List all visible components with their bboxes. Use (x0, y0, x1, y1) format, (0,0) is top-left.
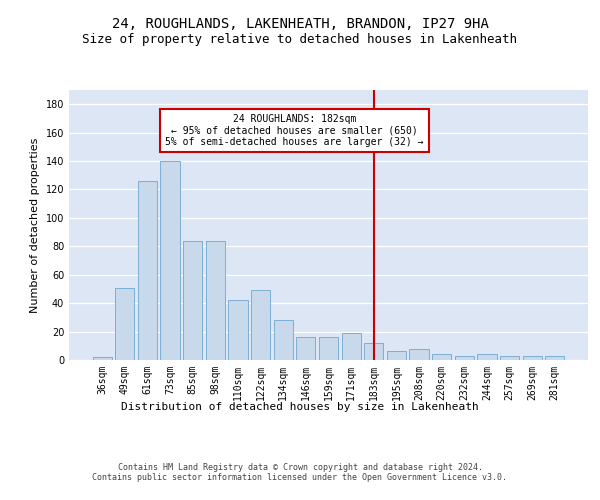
Bar (341, 333, 361, 360)
Bar (432, 354, 451, 360)
Bar (455, 356, 474, 360)
Y-axis label: Number of detached properties: Number of detached properties (30, 138, 40, 312)
Bar (477, 354, 497, 360)
Text: 24 ROUGHLANDS: 182sqm
← 95% of detached houses are smaller (650)
5% of semi-deta: 24 ROUGHLANDS: 182sqm ← 95% of detached … (166, 114, 424, 148)
Bar (545, 356, 565, 360)
Bar (92, 357, 112, 360)
Bar (229, 300, 248, 360)
Bar (274, 320, 293, 360)
Bar (523, 356, 542, 360)
Bar (364, 343, 383, 360)
Bar (387, 352, 406, 360)
Bar (500, 356, 519, 360)
Bar (183, 240, 202, 360)
Bar (160, 161, 180, 360)
Bar (319, 338, 338, 360)
Text: 24, ROUGHLANDS, LAKENHEATH, BRANDON, IP27 9HA: 24, ROUGHLANDS, LAKENHEATH, BRANDON, IP2… (112, 18, 488, 32)
Bar (138, 181, 157, 360)
Bar (296, 338, 316, 360)
Bar (251, 290, 270, 360)
Text: Distribution of detached houses by size in Lakenheath: Distribution of detached houses by size … (121, 402, 479, 412)
Text: Size of property relative to detached houses in Lakenheath: Size of property relative to detached ho… (83, 32, 517, 46)
Bar (409, 348, 428, 360)
Bar (115, 288, 134, 360)
Bar (206, 240, 225, 360)
Text: Contains HM Land Registry data © Crown copyright and database right 2024.
Contai: Contains HM Land Registry data © Crown c… (92, 462, 508, 482)
